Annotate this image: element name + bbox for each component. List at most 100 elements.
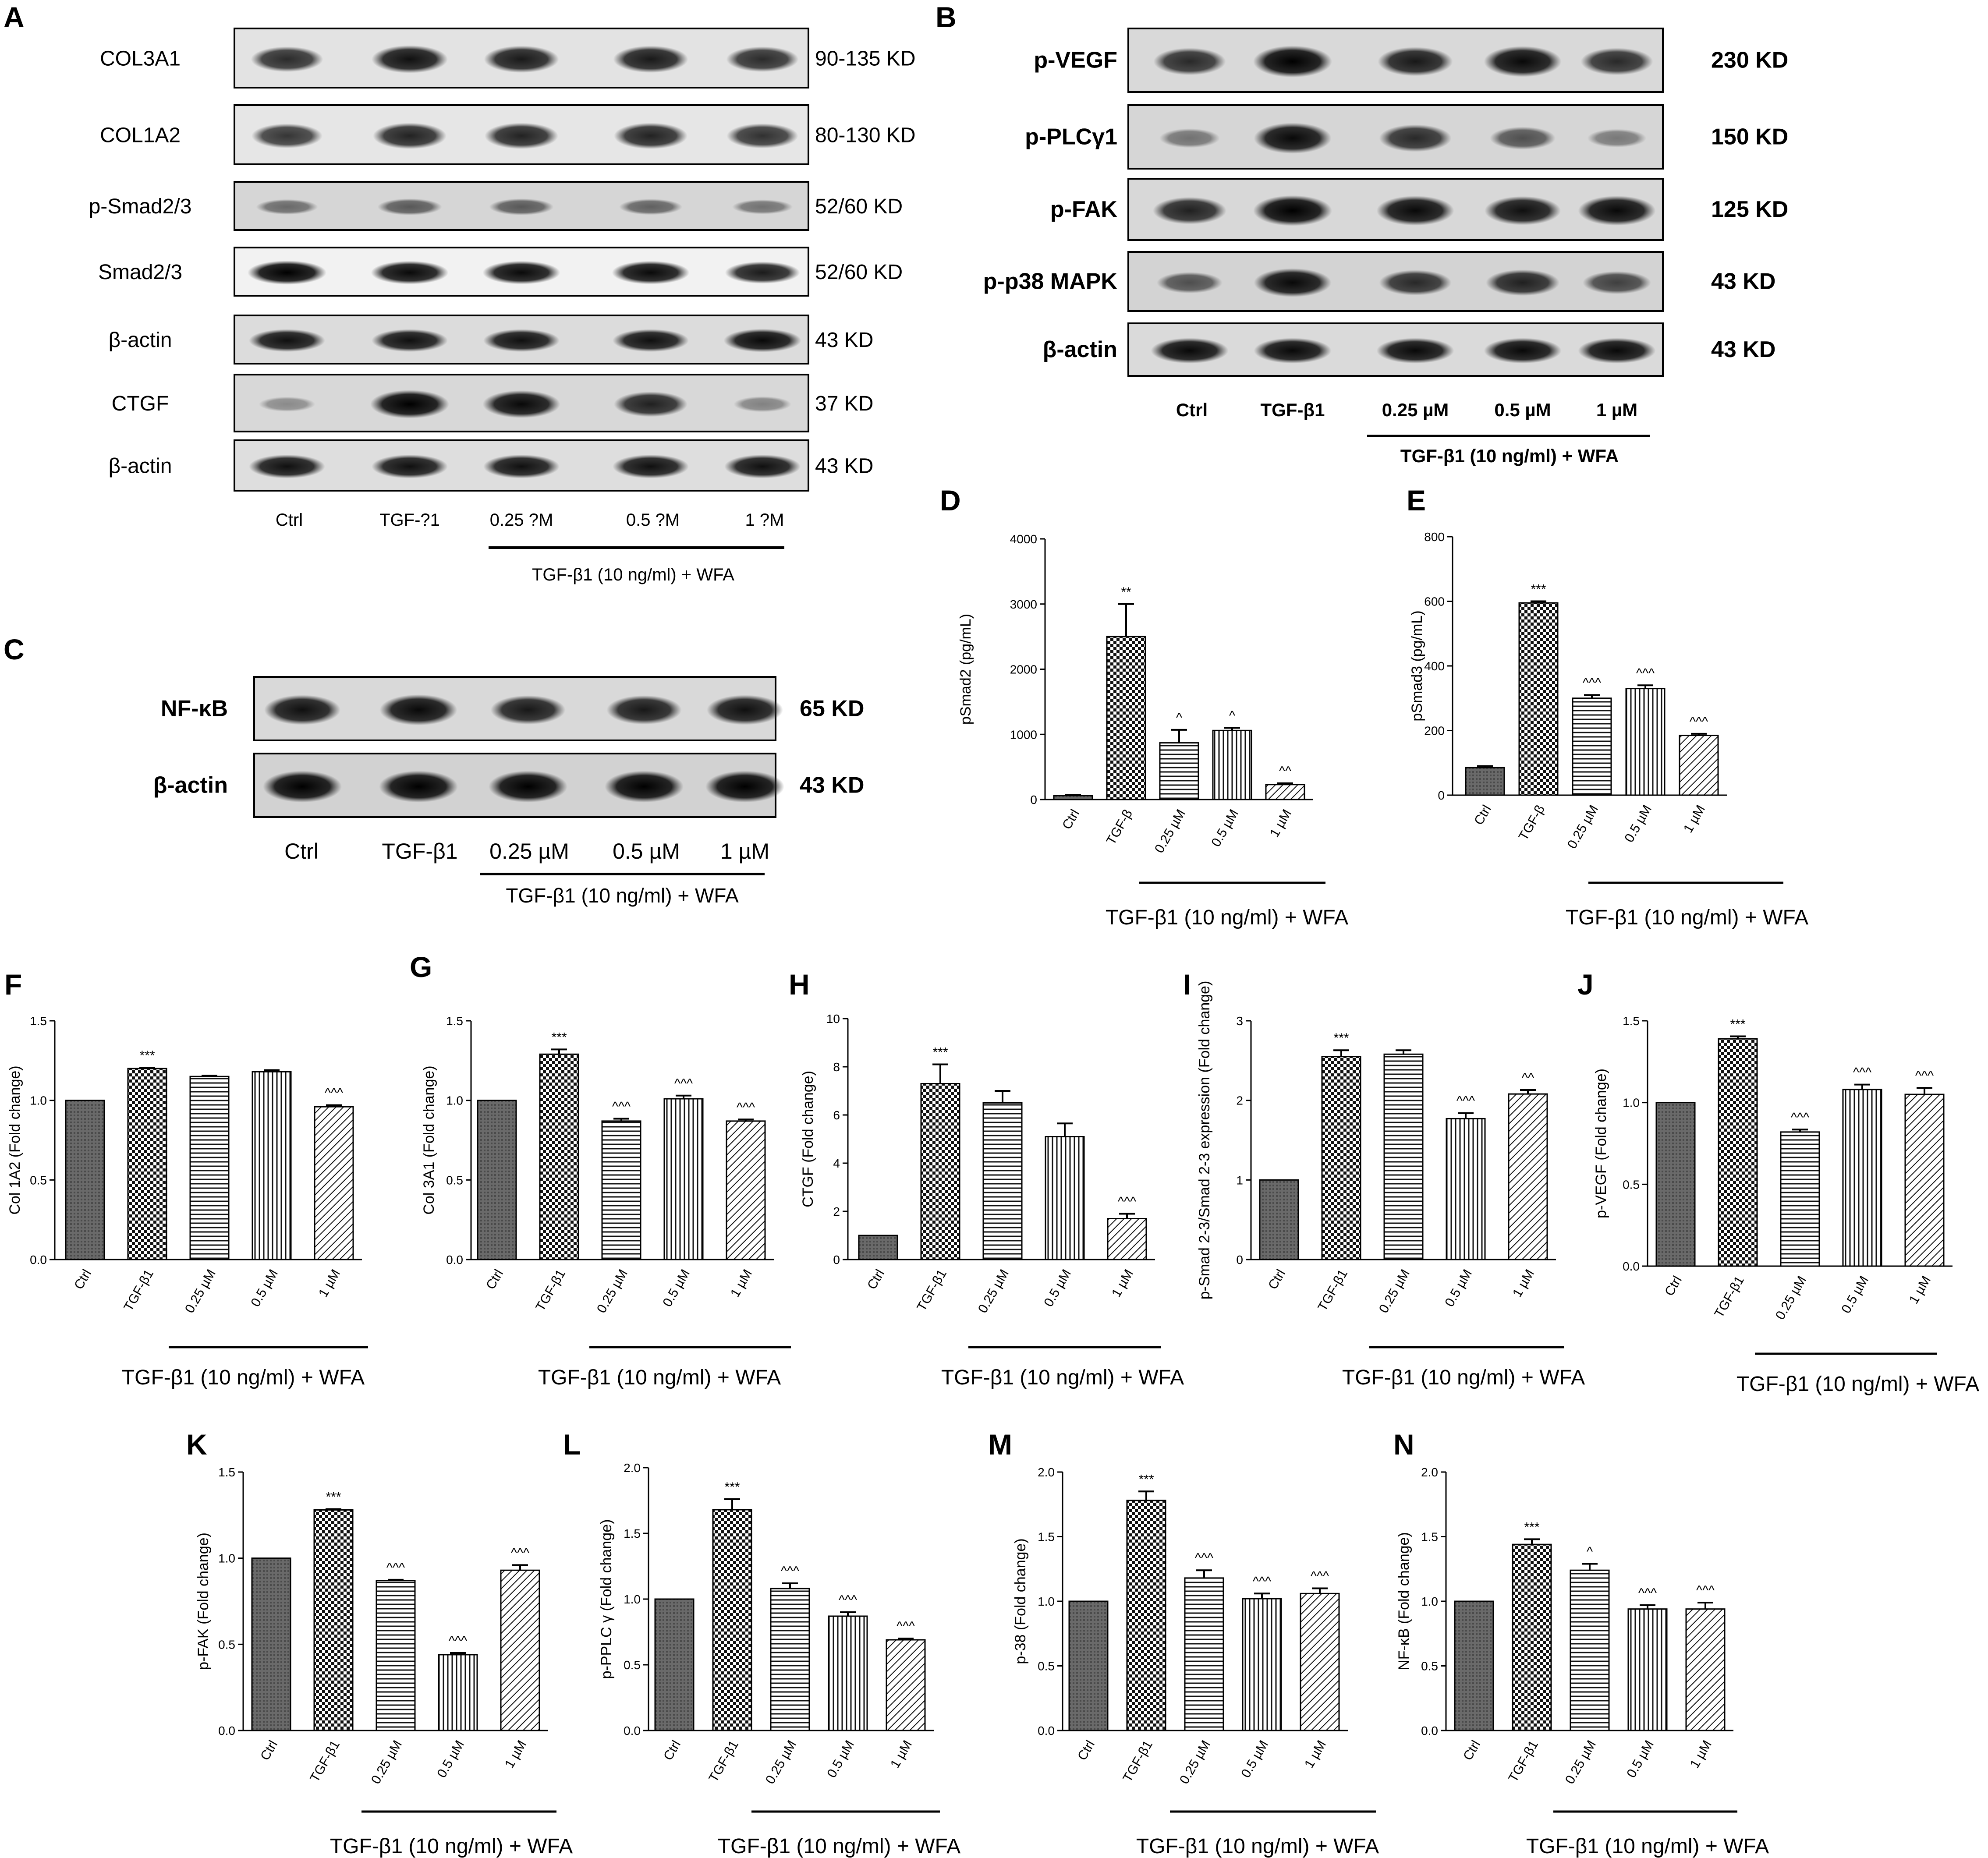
blot-band [1486,269,1559,296]
lane-label: 0.5 µM [613,839,680,864]
blot-band [373,123,447,149]
bar [1465,767,1505,796]
y-axis-label: pSmad2 (pg/mL) [957,614,974,725]
blot-band [489,771,567,803]
lane-label: 0.25 ?M [490,510,553,530]
blot-a-lane-labels: Ctrl TGF-?1 0.25 ?M 0.5 ?M 1 ?M [276,510,784,530]
group-label: TGF-β1 (10 ng/ml) + WFA [1566,906,1808,929]
y-axis-label: p-PPLC γ (Fold change) [598,1519,615,1679]
bar [65,1100,105,1260]
blot-band [613,329,689,352]
category-label: 0.25 µM [763,1738,799,1787]
blot-band [1159,128,1220,148]
category-label: 0.25 µM [594,1267,631,1316]
significance-label: ^^^ [386,1561,405,1575]
bar [1655,1102,1696,1267]
category-label: Ctrl [1460,1738,1483,1763]
blot-band [1151,338,1229,364]
y-tick-label: 1.0 [218,1552,235,1565]
bar [1446,1118,1486,1260]
blot-band [1583,271,1651,294]
panel-letter: I [1183,968,1191,1001]
bar [712,1509,752,1731]
blot-row: β-actin 43 KD [109,315,873,365]
significance-label: ^^^ [674,1076,693,1091]
blot-band [259,396,315,412]
bar [1068,1600,1109,1731]
blot-band [379,694,457,726]
y-tick-label: 0.0 [1623,1260,1640,1273]
blot-kd-label: 43 KD [815,329,873,352]
significance-label: ^^^ [1311,1569,1329,1584]
blot-band [482,261,560,284]
blot-kd-label: 65 KD [800,696,864,722]
blot-band [1254,268,1332,297]
significance-label: *** [1531,582,1546,597]
bar [1512,1543,1552,1731]
blot-kd-label: 125 KD [1711,197,1788,222]
blot-kd-label: 43 KD [1711,269,1775,294]
bar [252,1071,292,1260]
blot-row: β-actin 43 KD [153,753,864,818]
blot-kd-label: 43 KD [1711,337,1775,362]
blot-band [256,199,318,215]
blot-band [614,123,687,149]
bar [1383,1053,1424,1260]
significance-label: *** [724,1480,740,1494]
bar-chart-j: J 0.0 0.5 1.0 1.5 p-VEGF (Fold change) Ctrl ***… [1577,968,1979,1396]
y-tick-label: 0.0 [1421,1724,1438,1738]
y-tick-label: 0.5 [624,1658,641,1672]
y-tick-label: 2.0 [624,1461,641,1475]
bar [1718,1038,1758,1267]
category-label: Ctrl [483,1267,506,1292]
significance-label: *** [932,1045,948,1060]
category-label: 0.5 µM [1624,1738,1657,1780]
y-tick-label: 0 [1236,1253,1243,1267]
category-label: Ctrl [1265,1267,1288,1292]
blot-band [1484,46,1562,77]
panel-letter-b: B [936,1,957,33]
blot-row-label: p-VEGF [1034,48,1117,73]
bar [1321,1056,1361,1260]
category-label: 1 µM [1267,807,1294,840]
blot-band [1253,46,1332,78]
category-label: 1 µM [1510,1267,1537,1300]
blot-band [1490,127,1556,150]
bar-chart-g: G 0.0 0.5 1.0 1.5 Col 3A1 (Fold change) Ctrl **… [410,951,791,1389]
y-tick-label: 400 [1424,659,1445,673]
significance-label: ^^^ [1118,1195,1136,1209]
y-tick-label: 1 [1236,1173,1243,1187]
y-tick-label: 0.0 [624,1724,641,1738]
blot-band [377,198,442,216]
group-label: TGF-β1 (10 ng/ml) + WFA [1136,1835,1379,1858]
lane-label: Ctrl [1176,400,1208,420]
blot-row-label: β-actin [153,773,228,798]
blot-band [1153,197,1226,224]
bar [1242,1598,1282,1731]
significance-label: ^^ [1279,764,1291,779]
lane-label: 0.5 µM [1494,400,1551,420]
bar [127,1068,167,1260]
y-tick-label: 1.0 [624,1593,641,1606]
blot-band [726,46,799,72]
blot-row: COL1A2 80-130 KD [100,104,915,165]
blot-row: CTGF 37 KD [112,374,873,432]
blot-band [1153,48,1226,75]
category-label: TGF-β1 [533,1267,569,1313]
bar-chart-d: D 0 1000 2000 3000 4000 pSmad2 (pg/mL) Ctrl ** TG… [940,484,1348,929]
blot-band [484,46,559,73]
y-tick-label: 4 [833,1157,840,1170]
category-label: TGF-β1 [121,1267,157,1313]
y-tick-label: 1.0 [1038,1595,1055,1608]
panel-letter: H [789,968,810,1001]
lane-label: TGF-β1 [1261,400,1325,420]
significance-label: ^^^ [839,1593,857,1607]
blot-row-label: β-actin [1043,337,1117,362]
y-tick-label: 1.5 [1623,1014,1640,1028]
bar [500,1569,540,1731]
significance-label: ^^^ [737,1100,755,1115]
blot-band [619,198,682,215]
bar [1685,1608,1726,1731]
bar-chart-i: I 0 1 2 3 p-Smad 2-3/Smad 2-3 expression (Fol… [1183,968,1585,1389]
